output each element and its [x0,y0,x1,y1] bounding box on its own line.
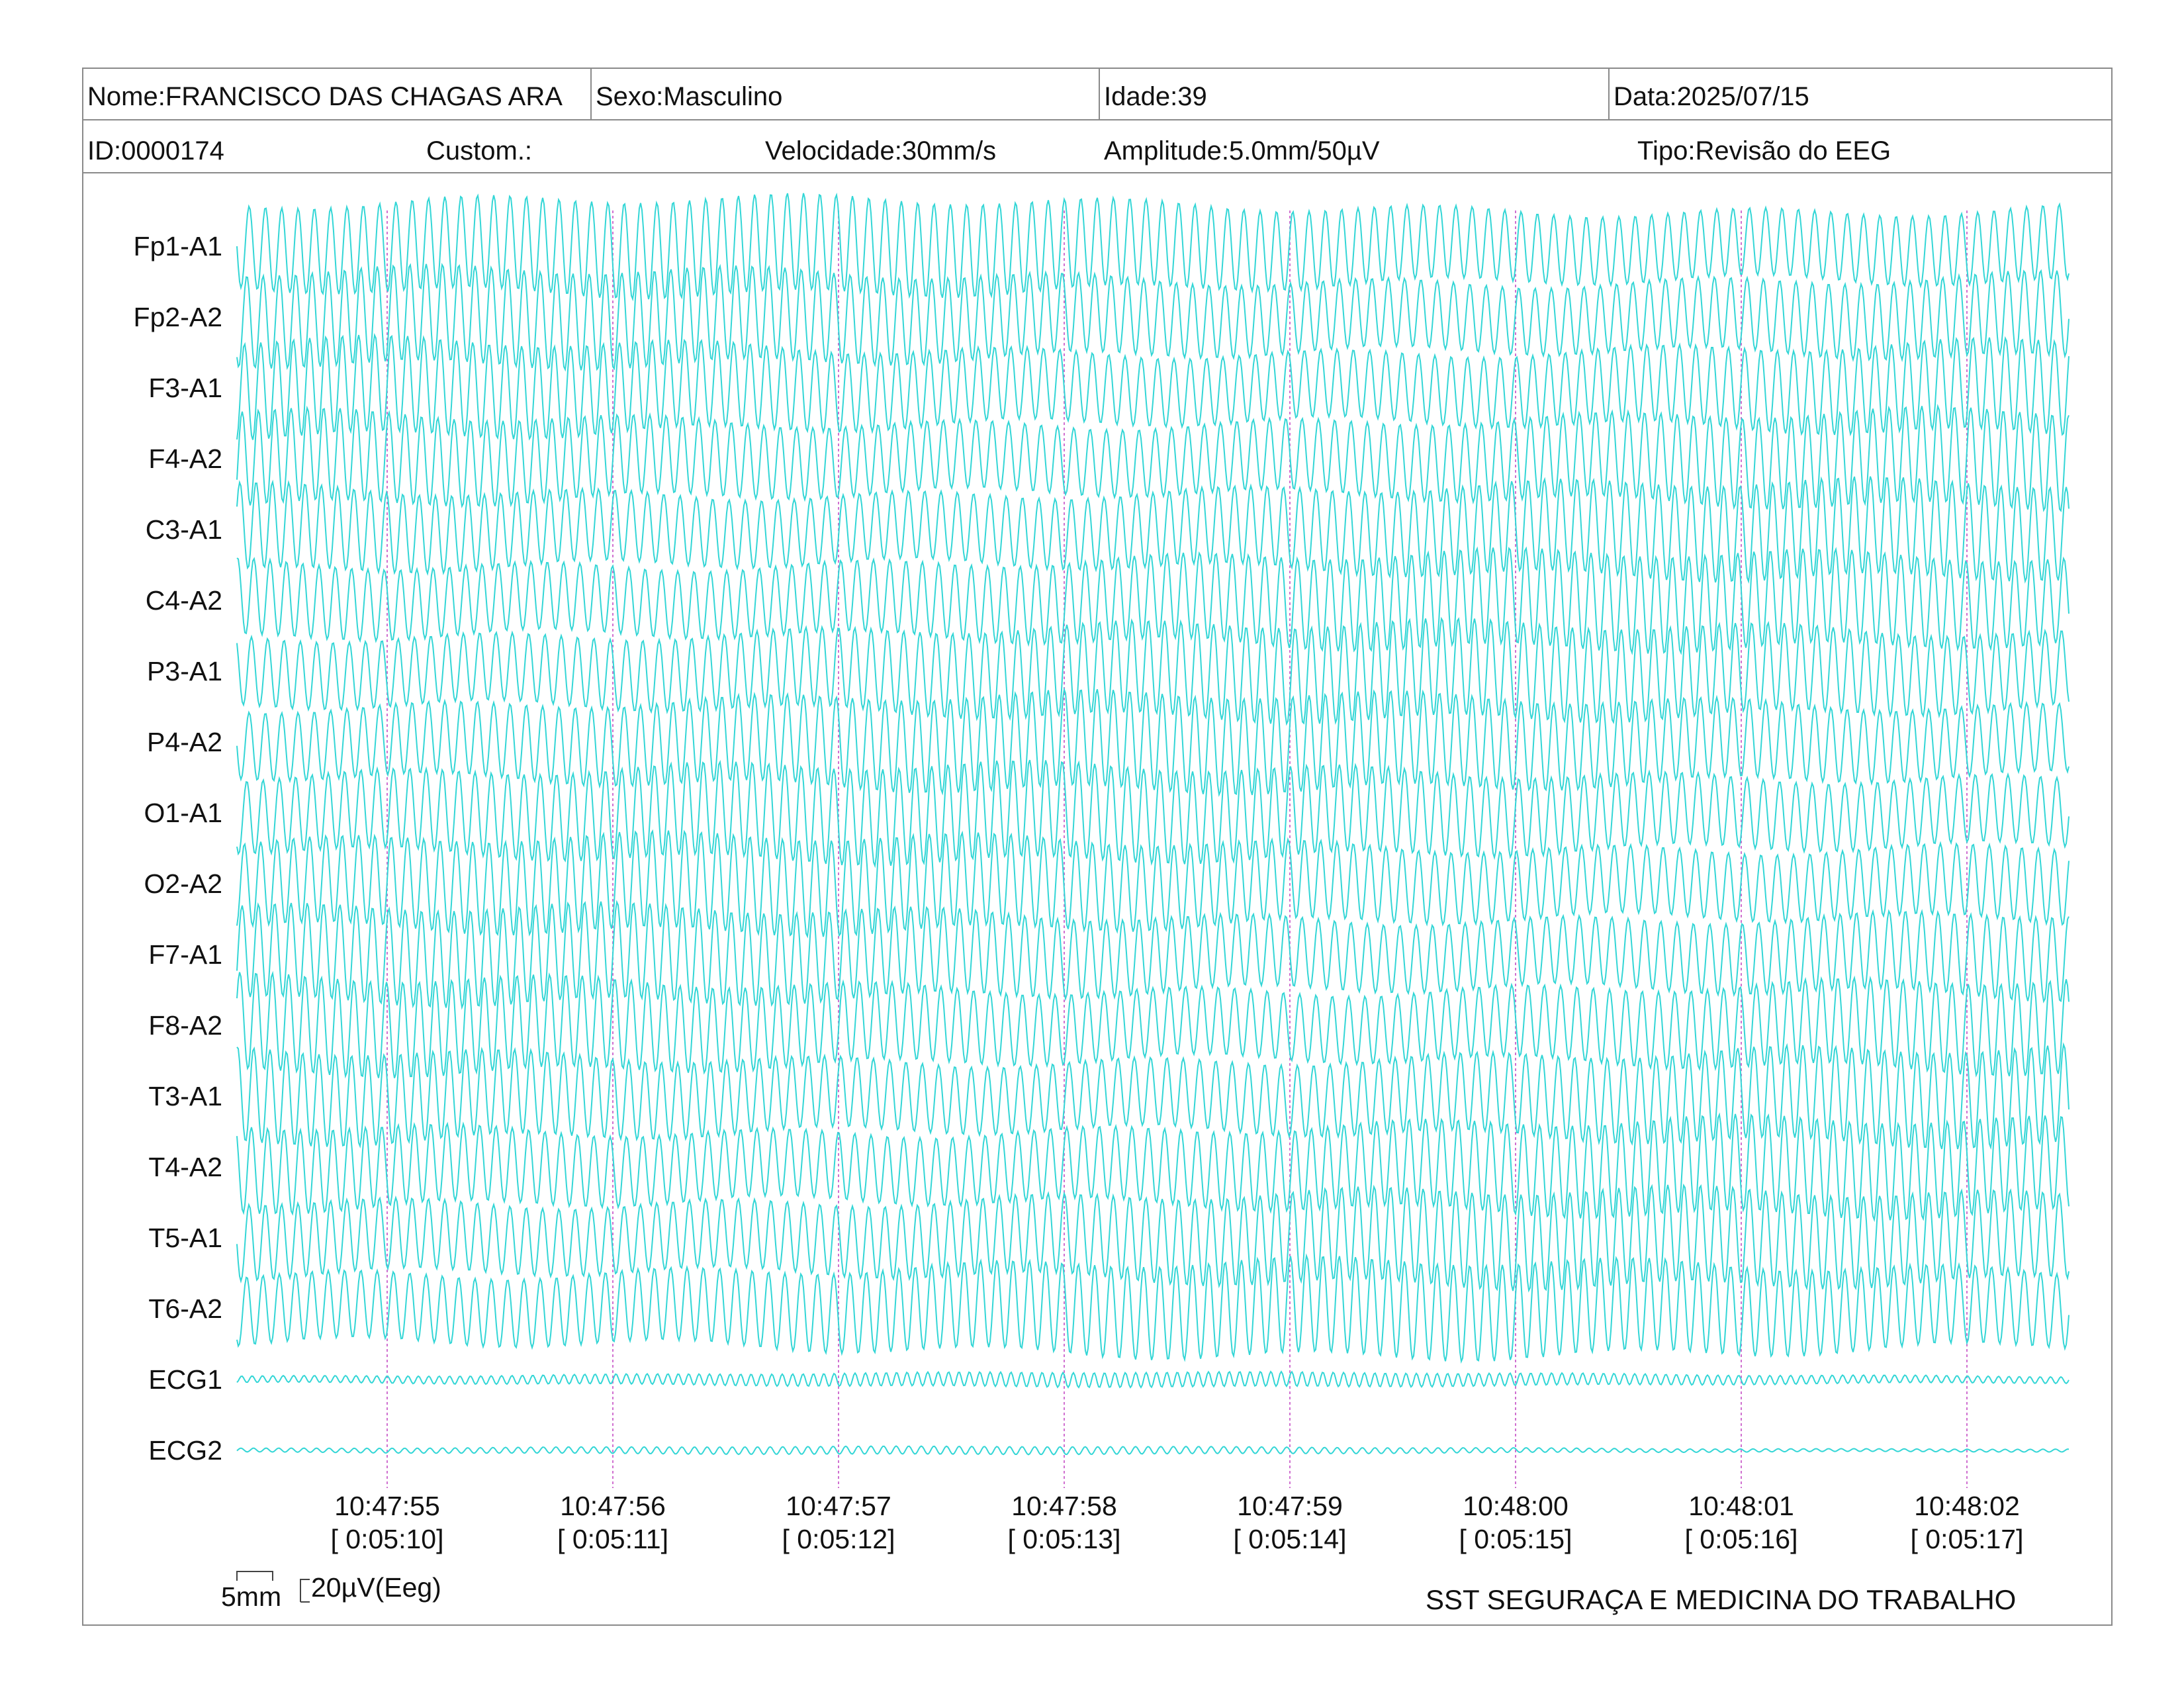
clinic-name: SST SEGURAÇA E MEDICINA DO TRABALHO [1426,1584,2017,1615]
time-clock-label: 10:47:56 [560,1491,666,1521]
channel-trace-o1-a1 [236,759,2070,868]
channel-trace-fp1-a1 [236,193,2070,302]
time-elapsed-label: [ 0:05:17] [1910,1524,2024,1554]
time-clock-label: 10:47:58 [1011,1491,1117,1521]
channel-trace-t6-a2 [236,1253,2070,1364]
amplitude-setting: Amplitude:5.0mm/50µV [1104,136,1380,165]
channel-label: T3-A1 [148,1081,222,1111]
channel-label: F8-A2 [148,1010,222,1041]
channel-trace-fp2-a2 [236,262,2070,372]
exam-type: Tipo:Revisão do EEG [1637,136,1891,165]
time-clock-label: 10:48:02 [1914,1491,2020,1521]
patient-name: Nome:FRANCISCO DAS CHAGAS ARA [87,82,563,111]
channel-label: ECG1 [148,1364,222,1395]
header-divider [590,68,592,120]
header-row-2 [82,120,2113,173]
channel-trace-t5-a1 [236,1183,2070,1293]
channel-trace-ecg2 [236,1445,2070,1456]
channel-label: ECG2 [148,1435,222,1466]
channel-label: O2-A2 [144,868,223,899]
channel-trace-t3-a1 [236,1042,2070,1150]
channel-trace-o2-a2 [236,829,2070,939]
time-scale-label: 5mm [221,1581,282,1612]
patient-id: ID:0000174 [87,136,224,165]
report-frame [82,68,2113,1626]
custom-field: Custom.: [426,136,533,165]
time-clock-label: 10:48:01 [1688,1491,1794,1521]
channel-trace-p4-a2 [236,686,2070,797]
channel-trace-f4-a2 [236,404,2070,512]
channel-label: T6-A2 [148,1293,222,1324]
speed-setting: Velocidade:30mm/s [765,136,997,165]
channel-label: O1-A1 [144,798,223,828]
patient-age: Idade:39 [1104,82,1207,111]
channel-label: P3-A1 [147,656,222,686]
channel-trace-t4-a2 [236,1112,2070,1223]
time-clock-label: 10:47:57 [786,1491,891,1521]
header-divider [1099,68,1100,120]
channel-trace-c4-a2 [236,546,2070,655]
patient-sex: Sexo:Masculino [596,82,783,111]
time-elapsed-label: [ 0:05:16] [1684,1524,1798,1554]
channel-label: F4-A2 [148,444,222,474]
channel-label: T4-A2 [148,1152,222,1182]
time-elapsed-label: [ 0:05:13] [1007,1524,1121,1554]
time-clock-label: 10:48:00 [1463,1491,1569,1521]
channel-label: C4-A2 [145,585,222,616]
channel-trace-ecg1 [236,1370,2070,1389]
exam-date: Data:2025/07/15 [1614,82,1809,111]
time-elapsed-label: [ 0:05:15] [1459,1524,1572,1554]
channel-label: Fp1-A1 [133,231,222,261]
channel-trace-f3-a1 [236,333,2070,441]
channel-trace-p3-a1 [236,616,2070,726]
channel-label: T5-A1 [148,1223,222,1253]
time-elapsed-label: [ 0:05:14] [1233,1524,1347,1554]
time-elapsed-label: [ 0:05:12] [782,1524,895,1554]
channel-label: P4-A2 [147,727,222,757]
channel-label: F3-A1 [148,373,222,403]
amplitude-scale-label: 20µV(Eeg) [311,1572,441,1603]
channel-trace-f8-a2 [236,970,2070,1079]
header-row-1 [82,68,2113,120]
time-clock-label: 10:47:59 [1237,1491,1343,1521]
scale-bar-icon [236,1571,310,1603]
channel-trace-c3-a1 [236,476,2070,584]
time-elapsed-label: [ 0:05:11] [557,1524,668,1554]
time-clock-label: 10:47:55 [334,1491,440,1521]
channel-trace-f7-a1 [236,900,2070,1010]
time-elapsed-label: [ 0:05:10] [330,1524,444,1554]
channel-label: Fp2-A2 [133,302,222,332]
channel-label: C3-A1 [145,514,222,545]
header-divider [1608,68,1610,120]
channel-label: F7-A1 [148,939,222,970]
